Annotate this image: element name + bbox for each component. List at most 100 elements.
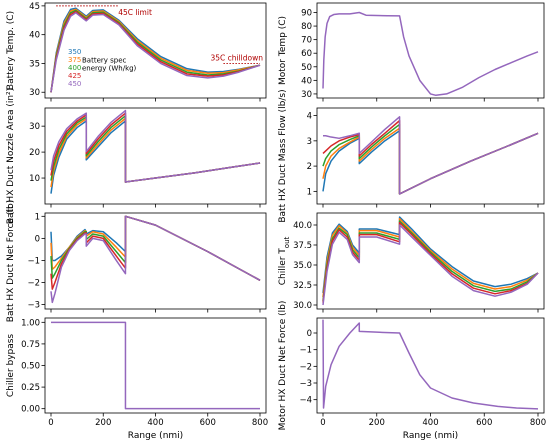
y-tick-label: 35 — [29, 59, 40, 69]
y-tick-label: −2 — [299, 362, 312, 372]
y-axis-label: Motor HX Duct Net Force (lb) — [278, 301, 288, 431]
plot-frame — [316, 107, 545, 205]
x-tick-label: 800 — [530, 418, 546, 428]
y-axis-label: Batt HX Duct Net Force (lb) — [6, 200, 16, 322]
y-axis-label: Motor Temp (C) — [278, 16, 288, 85]
y-tick-label: 2 — [307, 162, 312, 172]
series-line-425 — [322, 119, 539, 195]
x-tick-label: 200 — [369, 418, 385, 428]
y-tick-label: 30 — [301, 90, 312, 100]
y-tick-label: 0.75 — [21, 340, 40, 350]
legend-entry: 350 — [68, 48, 81, 56]
panel-3: 10 20 30 Batt HX Duct Nozzle Area (in²) — [6, 88, 267, 224]
legend-title: energy (Wh/kg) — [82, 65, 137, 73]
y-tick-label: 37.5 — [293, 241, 312, 251]
series-line-375 — [50, 117, 261, 188]
x-tick-label: 600 — [476, 418, 492, 428]
x-tick-label: 600 — [200, 418, 216, 428]
y-tick-label: 3 — [307, 137, 312, 147]
y-axis-label: Batt HX Duct Mass Flow (lb/s) — [278, 89, 288, 222]
y-tick-label: 35.0 — [293, 261, 312, 271]
y-axis-label: Battery Temp. (C) — [6, 11, 16, 90]
y-axis-label: Chiller Tout — [278, 236, 291, 285]
x-tick-label: 800 — [252, 418, 268, 428]
y-tick-label: 45 — [29, 2, 40, 12]
series-line-main — [322, 319, 539, 410]
y-tick-label: 90 — [301, 9, 312, 19]
y-tick-label: 40 — [29, 31, 40, 41]
series-line-400 — [50, 115, 261, 183]
reference-line-label: 35C chilldown — [210, 53, 263, 62]
y-tick-label: 30 — [29, 122, 40, 132]
y-tick-label: −4 — [299, 396, 312, 406]
y-tick-label: −3 — [27, 301, 40, 311]
series-line-450 — [50, 109, 261, 183]
y-tick-label: −1 — [299, 346, 312, 356]
y-tick-label: 0.25 — [21, 383, 40, 393]
y-tick-label: 40.0 — [293, 221, 312, 231]
series-line-450 — [323, 116, 539, 195]
x-tick-label: 0 — [48, 418, 53, 428]
series-line-375 — [50, 8, 261, 93]
y-tick-label: 60 — [301, 49, 312, 59]
reference-line-label: 45C limit — [118, 8, 152, 17]
series-line-350 — [322, 129, 539, 195]
series-line-425 — [322, 221, 539, 303]
y-tick-label: 1 — [307, 187, 312, 197]
series-line-350 — [50, 120, 261, 194]
y-tick-label: −2 — [27, 279, 40, 289]
y-tick-label: 10 — [29, 174, 40, 184]
legend-entry: 425 — [68, 72, 81, 80]
y-tick-label: 80 — [301, 22, 312, 32]
y-tick-label: 1 — [35, 212, 40, 222]
series-line-main — [51, 321, 260, 410]
series-line-450 — [322, 224, 539, 306]
y-axis-label: Batt HX Duct Nozzle Area (in²) — [6, 88, 16, 224]
plot-frame — [44, 317, 267, 414]
panel-8: −4 −3 −2 −1 0 0 200 400 600 800 Motor HX Duct Net … — [278, 301, 546, 441]
series-line-425 — [50, 10, 261, 93]
y-tick-label: 4 — [307, 112, 312, 122]
y-tick-label: 30.0 — [293, 301, 312, 311]
y-tick-label: −3 — [299, 379, 312, 389]
panel-4: 1 2 3 4 Batt HX Duct Mass Flow (lb/s) — [278, 89, 545, 223]
x-tick-label: 200 — [95, 418, 111, 428]
y-tick-label: 70 — [301, 36, 312, 46]
series-line-main — [322, 11, 539, 97]
x-tick-label: 400 — [422, 418, 438, 428]
y-tick-label: 30 — [29, 88, 40, 98]
plot-frame — [316, 2, 545, 99]
y-tick-label: 32.5 — [293, 281, 312, 291]
legend-entry: 375 — [68, 56, 81, 64]
legend-entry: 400 — [68, 64, 81, 72]
y-tick-label: 40 — [301, 76, 312, 86]
legend-title: Battery spec — [82, 57, 127, 65]
x-axis-label: Range (nmi) — [128, 431, 183, 441]
series-line-350 — [50, 7, 261, 93]
y-tick-label: 50 — [301, 63, 312, 73]
plot-frame — [44, 212, 267, 310]
y-tick-label: 0 — [307, 329, 312, 339]
series-line-400 — [50, 9, 261, 93]
x-tick-label: 0 — [320, 418, 325, 428]
x-tick-label: 400 — [147, 418, 163, 428]
series-line-400 — [322, 220, 539, 302]
plot-frame — [316, 212, 545, 310]
panel-7: 0.00 0.25 0.50 0.75 1.00 0 200 400 600 800 Chiller… — [6, 317, 268, 441]
y-tick-label: 0.00 — [21, 405, 40, 415]
series-line-425 — [50, 215, 261, 290]
legend-entry: 450 — [68, 80, 81, 88]
y-tick-label: 20 — [29, 148, 40, 158]
y-tick-label: 1.00 — [21, 318, 40, 328]
y-tick-label: −1 — [27, 256, 40, 266]
y-axis-label: Chiller bypass — [6, 334, 16, 398]
panel-5: −3 −2 −1 0 1 Batt HX Duct Net Force (lb) — [6, 200, 267, 322]
series-line-450 — [50, 215, 261, 304]
series-line-450 — [50, 12, 261, 93]
panel-2: 30 40 50 60 70 80 90 Motor Temp (C) — [278, 2, 545, 102]
y-tick-label: 0.50 — [21, 362, 40, 372]
x-axis-label: Range (nmi) — [403, 431, 458, 441]
